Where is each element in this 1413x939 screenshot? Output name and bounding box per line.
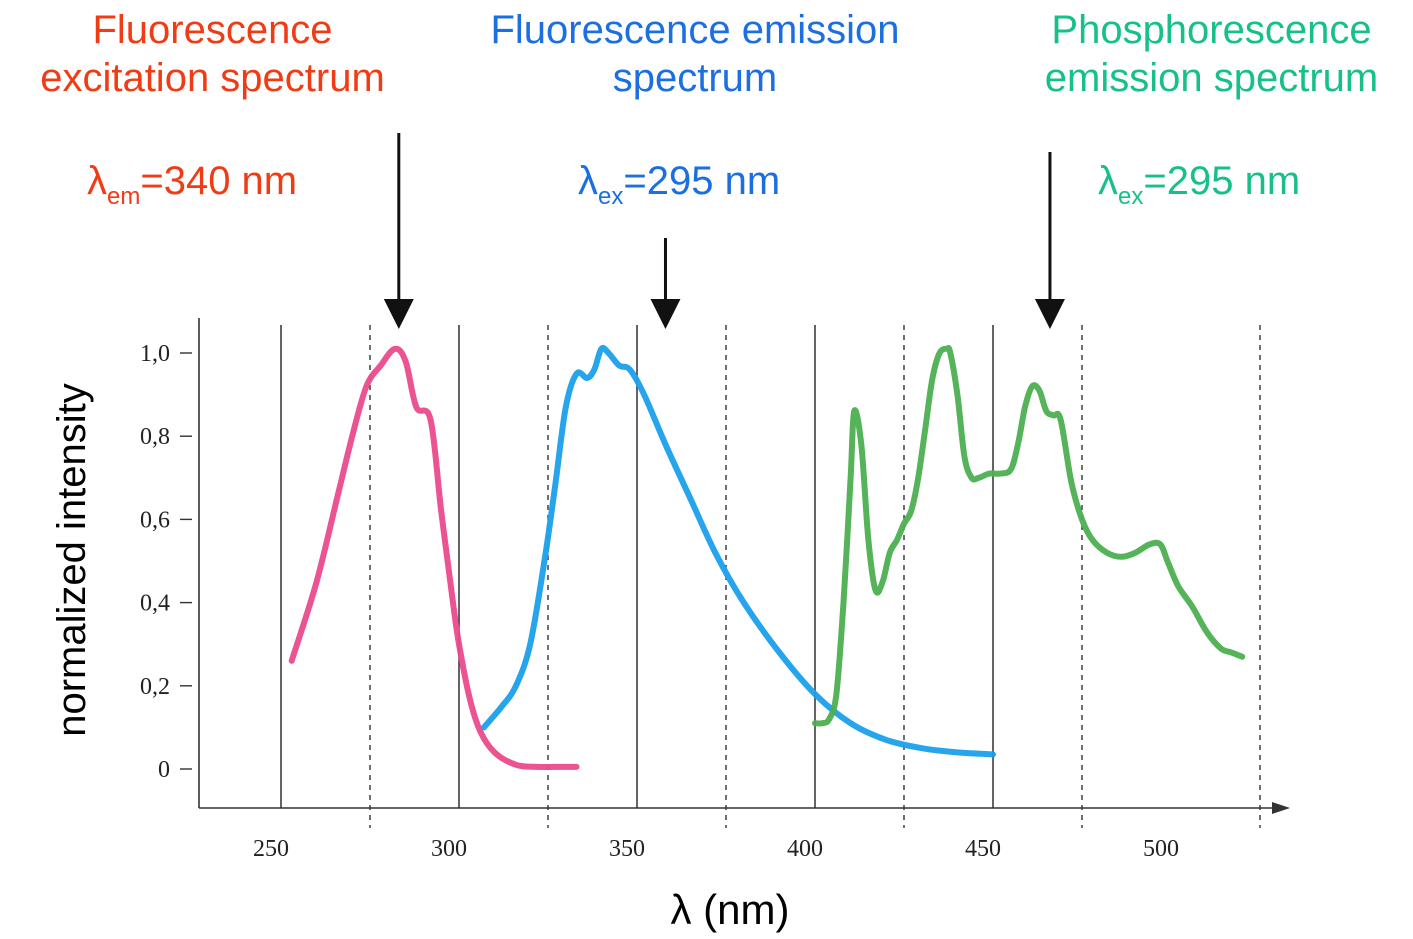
x-tick-label: 450 [965,836,1001,862]
y-tick-label: 0,2 [140,674,170,700]
y-tick-label: 0,6 [140,507,170,533]
x-axis-label: λ (nm) [670,886,790,933]
x-tick-label: 350 [609,836,645,862]
x-tick-label: 300 [431,836,467,862]
x-tick-label: 400 [787,836,823,862]
y-tick-label: 0 [158,757,170,783]
phosphorescence-wavelength: λex=295 nm [1098,157,1300,221]
lambda-value: =295 nm [623,159,781,203]
fluorescence-emission-wavelength: λex=295 nm [578,157,780,221]
fluorescence-emission-title: Fluorescence emission spectrum [455,6,935,102]
excitation-wavelength: λem=340 nm [87,157,297,221]
lambda-symbol: λ [1098,159,1118,203]
lambda-symbol: λ [578,159,598,203]
y-axis-label: normalized intensity [50,383,94,737]
pointer-arrows [383,133,1065,329]
lambda-value: =340 nm [140,159,298,203]
y-tick-label: 0,4 [140,591,170,617]
fluorescence-emission-title-line2: spectrum [612,56,778,100]
phosphorescence-title-line2: emission spectrum [1044,56,1379,100]
x-tick-label: 250 [253,836,289,862]
series-excitation-curve [288,345,580,771]
lambda-symbol: λ [87,159,107,203]
phosphorescence-title: Phosphorescence emission spectrum [1010,6,1413,102]
lambda-subscript: ex [1118,183,1144,210]
series-fluorescence-emission-curve [480,344,996,758]
series-group [288,344,1246,771]
excitation-title-line1: Fluorescence [92,8,333,52]
axes: 0 0,2 0,4 0,6 0,8 1,0 250 300 350 400 450 500 [140,318,1290,862]
excitation-title: Fluorescence excitation spectrum [0,6,425,102]
lambda-subscript: ex [598,183,624,210]
phosphorescence-title-line1: Phosphorescence [1051,8,1372,52]
y-tick-label: 0,8 [140,424,170,450]
lambda-value: =295 nm [1143,159,1301,203]
fluorescence-emission-title-line1: Fluorescence emission [490,8,900,52]
x-tick-label: 500 [1143,836,1179,862]
excitation-title-line2: excitation spectrum [40,56,385,100]
grid [280,325,1261,828]
series-phosphorescence-curve [812,345,1246,727]
lambda-subscript: em [107,183,141,210]
x-axis-arrowhead [1272,802,1290,814]
y-tick-label: 1,0 [140,341,170,367]
